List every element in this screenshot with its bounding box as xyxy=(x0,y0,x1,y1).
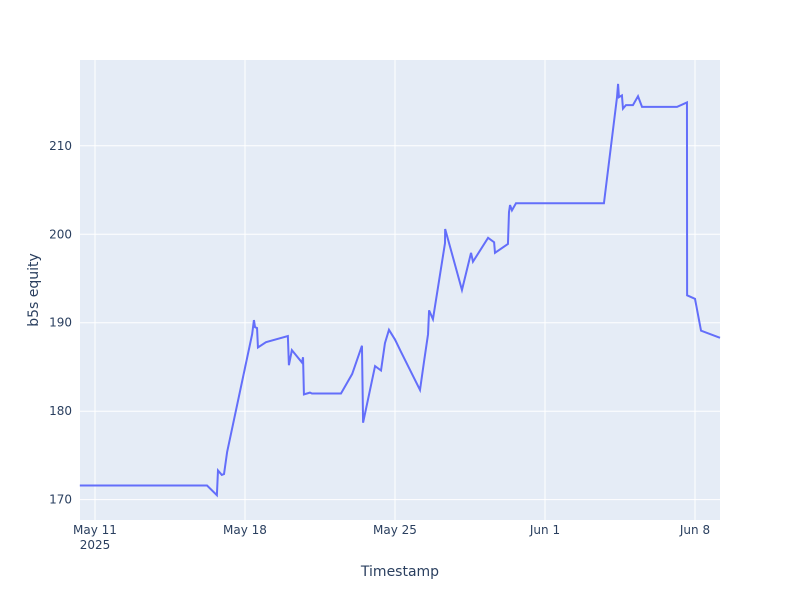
plot-area xyxy=(80,60,720,520)
x-axis-title: Timestamp xyxy=(360,564,439,580)
y-axis-title: b5s equity xyxy=(26,253,42,327)
y-tick-label: 200 xyxy=(49,227,72,241)
x-tick-label: May 11 xyxy=(73,523,117,537)
y-tick-label: 180 xyxy=(49,404,72,418)
y-tick-label: 170 xyxy=(49,493,72,507)
x-tick-label: 2025 xyxy=(80,538,111,552)
y-tick-label: 190 xyxy=(49,316,72,330)
y-tick-label: 210 xyxy=(49,139,72,153)
x-tick-label: May 18 xyxy=(223,523,267,537)
x-tick-label: May 25 xyxy=(373,523,417,537)
line xyxy=(79,83,721,498)
x-tick-label: Jun 1 xyxy=(529,523,560,537)
x-tick-label: Jun 8 xyxy=(679,523,710,537)
